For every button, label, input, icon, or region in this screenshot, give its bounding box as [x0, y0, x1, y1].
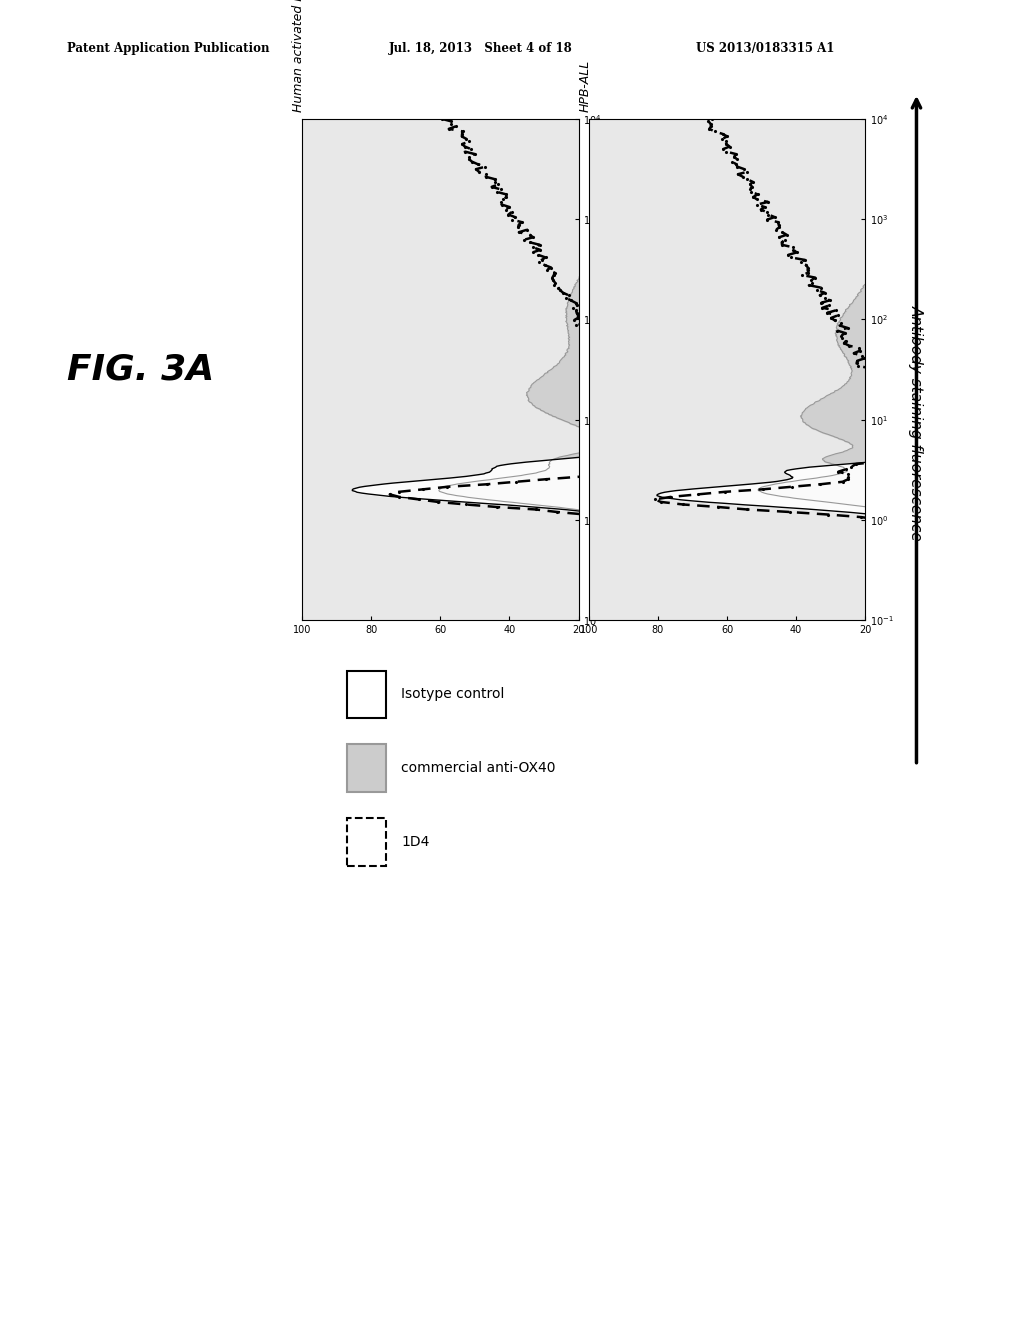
Text: Patent Application Publication: Patent Application Publication — [67, 42, 269, 55]
Text: Isotype control: Isotype control — [401, 688, 505, 701]
Text: FIG. 3A: FIG. 3A — [67, 352, 214, 387]
Text: commercial anti-OX40: commercial anti-OX40 — [401, 762, 556, 775]
Bar — [347, 818, 386, 866]
Text: HPB-ALL: HPB-ALL — [579, 59, 592, 112]
Text: Jul. 18, 2013   Sheet 4 of 18: Jul. 18, 2013 Sheet 4 of 18 — [389, 42, 572, 55]
Text: US 2013/0183315 A1: US 2013/0183315 A1 — [696, 42, 835, 55]
Text: 1D4: 1D4 — [401, 836, 430, 849]
Text: Human activated PBMC: Human activated PBMC — [292, 0, 305, 112]
Bar — [347, 744, 386, 792]
Bar — [347, 671, 386, 718]
Text: Antibody staining fluorescence: Antibody staining fluorescence — [909, 305, 924, 540]
